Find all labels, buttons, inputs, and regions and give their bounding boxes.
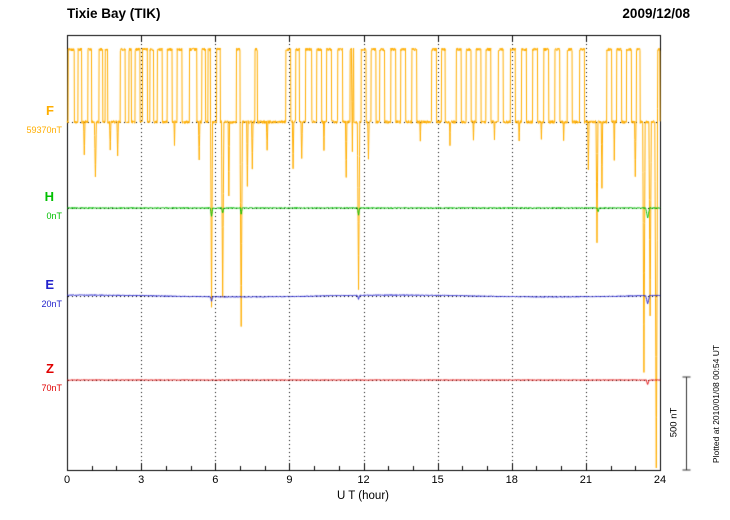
x-tick-label-0: 0 bbox=[63, 474, 71, 486]
scale-bar-label: 500 nT bbox=[668, 407, 680, 438]
plotted-at-note: Plotted at 2010/01/08 00:54 UT bbox=[711, 344, 721, 464]
x-tick-label-3: 3 bbox=[138, 474, 145, 486]
series-baseline-label-F: 59370nT bbox=[26, 125, 62, 135]
x-tick-label-6: 6 bbox=[212, 474, 219, 486]
x-tick-label-18: 18 bbox=[505, 474, 518, 486]
series-baseline-label-Z: 70nT bbox=[41, 383, 62, 393]
x-tick-label-24: 24 bbox=[653, 474, 667, 486]
series-baseline-label-H: 0nT bbox=[46, 211, 62, 221]
x-tick-label-9: 9 bbox=[286, 474, 293, 486]
plot-date: 2009/12/08 bbox=[622, 6, 690, 21]
x-axis-label: U T (hour) bbox=[337, 490, 389, 502]
series-letter-E: E bbox=[45, 277, 54, 292]
x-tick-label-15: 15 bbox=[431, 474, 444, 486]
station-title: Tixie Bay (TIK) bbox=[67, 6, 161, 21]
series-letter-H: H bbox=[44, 189, 54, 204]
series-baseline-label-E: 20nT bbox=[41, 299, 62, 309]
x-tick-label-21: 21 bbox=[579, 474, 592, 486]
x-tick-label-12: 12 bbox=[357, 474, 370, 486]
series-letter-F: F bbox=[46, 103, 54, 118]
series-letter-Z: Z bbox=[46, 361, 54, 376]
